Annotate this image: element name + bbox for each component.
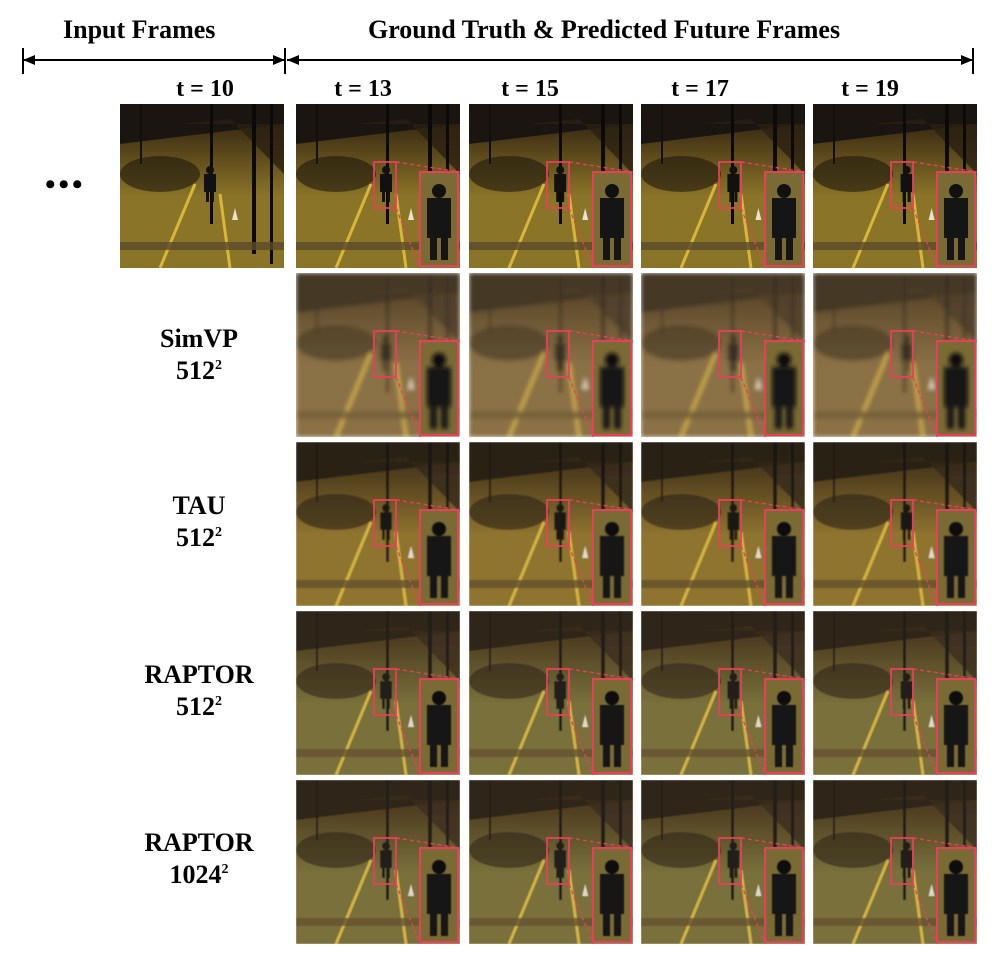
resolution-exponent: 2 — [221, 862, 229, 877]
resolution-exponent: 2 — [215, 525, 222, 540]
frame-simvp-row1-col2 — [641, 273, 805, 437]
frame-simvp-row1-col0 — [296, 273, 460, 437]
frame-raptor-row3-col1 — [469, 611, 633, 775]
model-resolution: 1024 — [169, 860, 222, 889]
model-label-simvp: SimVP 5122 — [124, 323, 274, 387]
frame-raptor-row4-col2 — [641, 780, 805, 944]
future-frames-header: Ground Truth & Predicted Future Frames — [368, 15, 841, 44]
model-label-tau: TAU 5122 — [124, 490, 274, 554]
frame-gt-row0-col0 — [296, 104, 460, 268]
model-resolution: 512 — [176, 356, 215, 385]
frame-tau-row2-col0 — [296, 442, 460, 606]
frame-raptor-row3-col3 — [813, 611, 977, 775]
frame-gt-row0-col3 — [813, 104, 977, 268]
model-name: RAPTOR — [144, 828, 254, 857]
model-label-raptor-1024: RAPTOR 10242 — [124, 827, 274, 891]
model-name: SimVP — [160, 324, 238, 353]
time-label-input: t = 10 — [176, 76, 234, 102]
frame-raptor-row4-col3 — [813, 780, 977, 944]
model-label-raptor-512: RAPTOR 5122 — [124, 659, 274, 723]
resolution-exponent: 2 — [215, 694, 222, 709]
frame-raptor-row4-col1 — [469, 780, 633, 944]
input-frames-header: Input Frames — [63, 15, 216, 44]
frame-tau-row2-col1 — [469, 442, 633, 606]
ellipsis: ••• — [45, 168, 86, 201]
time-label-3: t = 19 — [841, 76, 899, 102]
time-label-0: t = 13 — [334, 76, 392, 102]
frame-gt-row0-col2 — [641, 104, 805, 268]
input-frame-t10 — [120, 104, 284, 268]
model-name: RAPTOR — [144, 660, 254, 689]
resolution-exponent: 2 — [215, 358, 222, 373]
frame-simvp-row1-col3 — [813, 273, 977, 437]
frame-raptor-row4-col0 — [296, 780, 460, 944]
time-label-1: t = 15 — [501, 76, 559, 102]
model-name: TAU — [172, 491, 226, 520]
frame-simvp-row1-col1 — [469, 273, 633, 437]
frame-tau-row2-col2 — [641, 442, 805, 606]
frame-tau-row2-col3 — [813, 442, 977, 606]
frame-gt-row0-col1 — [469, 104, 633, 268]
model-resolution: 512 — [176, 523, 215, 552]
header-arrows — [22, 48, 974, 74]
time-label-2: t = 17 — [671, 76, 729, 102]
frame-raptor-row3-col0 — [296, 611, 460, 775]
frame-raptor-row3-col2 — [641, 611, 805, 775]
model-resolution: 512 — [176, 692, 215, 721]
